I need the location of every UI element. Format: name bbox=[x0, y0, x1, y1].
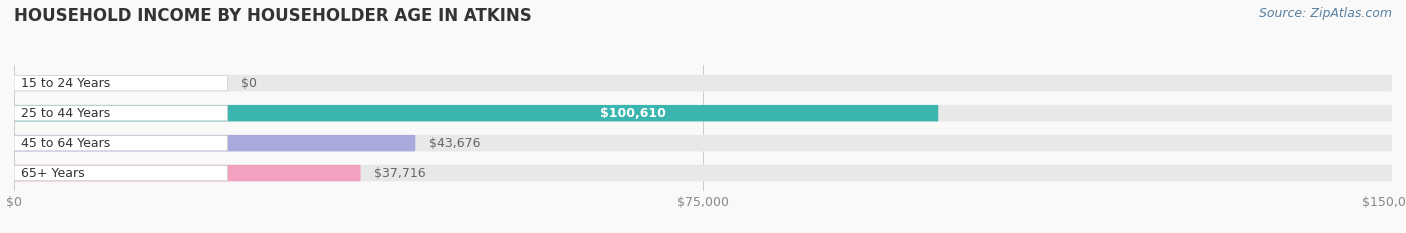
Text: 15 to 24 Years: 15 to 24 Years bbox=[21, 77, 110, 90]
FancyBboxPatch shape bbox=[14, 135, 415, 151]
FancyBboxPatch shape bbox=[14, 75, 1392, 92]
FancyBboxPatch shape bbox=[14, 165, 360, 181]
FancyBboxPatch shape bbox=[14, 136, 228, 151]
Text: $43,676: $43,676 bbox=[429, 137, 481, 150]
Text: 25 to 44 Years: 25 to 44 Years bbox=[21, 107, 110, 120]
FancyBboxPatch shape bbox=[14, 105, 938, 121]
Text: 65+ Years: 65+ Years bbox=[21, 167, 84, 180]
Text: $37,716: $37,716 bbox=[374, 167, 426, 180]
Text: HOUSEHOLD INCOME BY HOUSEHOLDER AGE IN ATKINS: HOUSEHOLD INCOME BY HOUSEHOLDER AGE IN A… bbox=[14, 7, 531, 25]
Text: $0: $0 bbox=[242, 77, 257, 90]
FancyBboxPatch shape bbox=[14, 106, 228, 121]
Text: Source: ZipAtlas.com: Source: ZipAtlas.com bbox=[1258, 7, 1392, 20]
FancyBboxPatch shape bbox=[14, 75, 228, 91]
FancyBboxPatch shape bbox=[14, 105, 1392, 121]
Text: 45 to 64 Years: 45 to 64 Years bbox=[21, 137, 110, 150]
FancyBboxPatch shape bbox=[14, 165, 228, 181]
Text: $100,610: $100,610 bbox=[600, 107, 666, 120]
FancyBboxPatch shape bbox=[14, 165, 1392, 181]
FancyBboxPatch shape bbox=[14, 135, 1392, 151]
